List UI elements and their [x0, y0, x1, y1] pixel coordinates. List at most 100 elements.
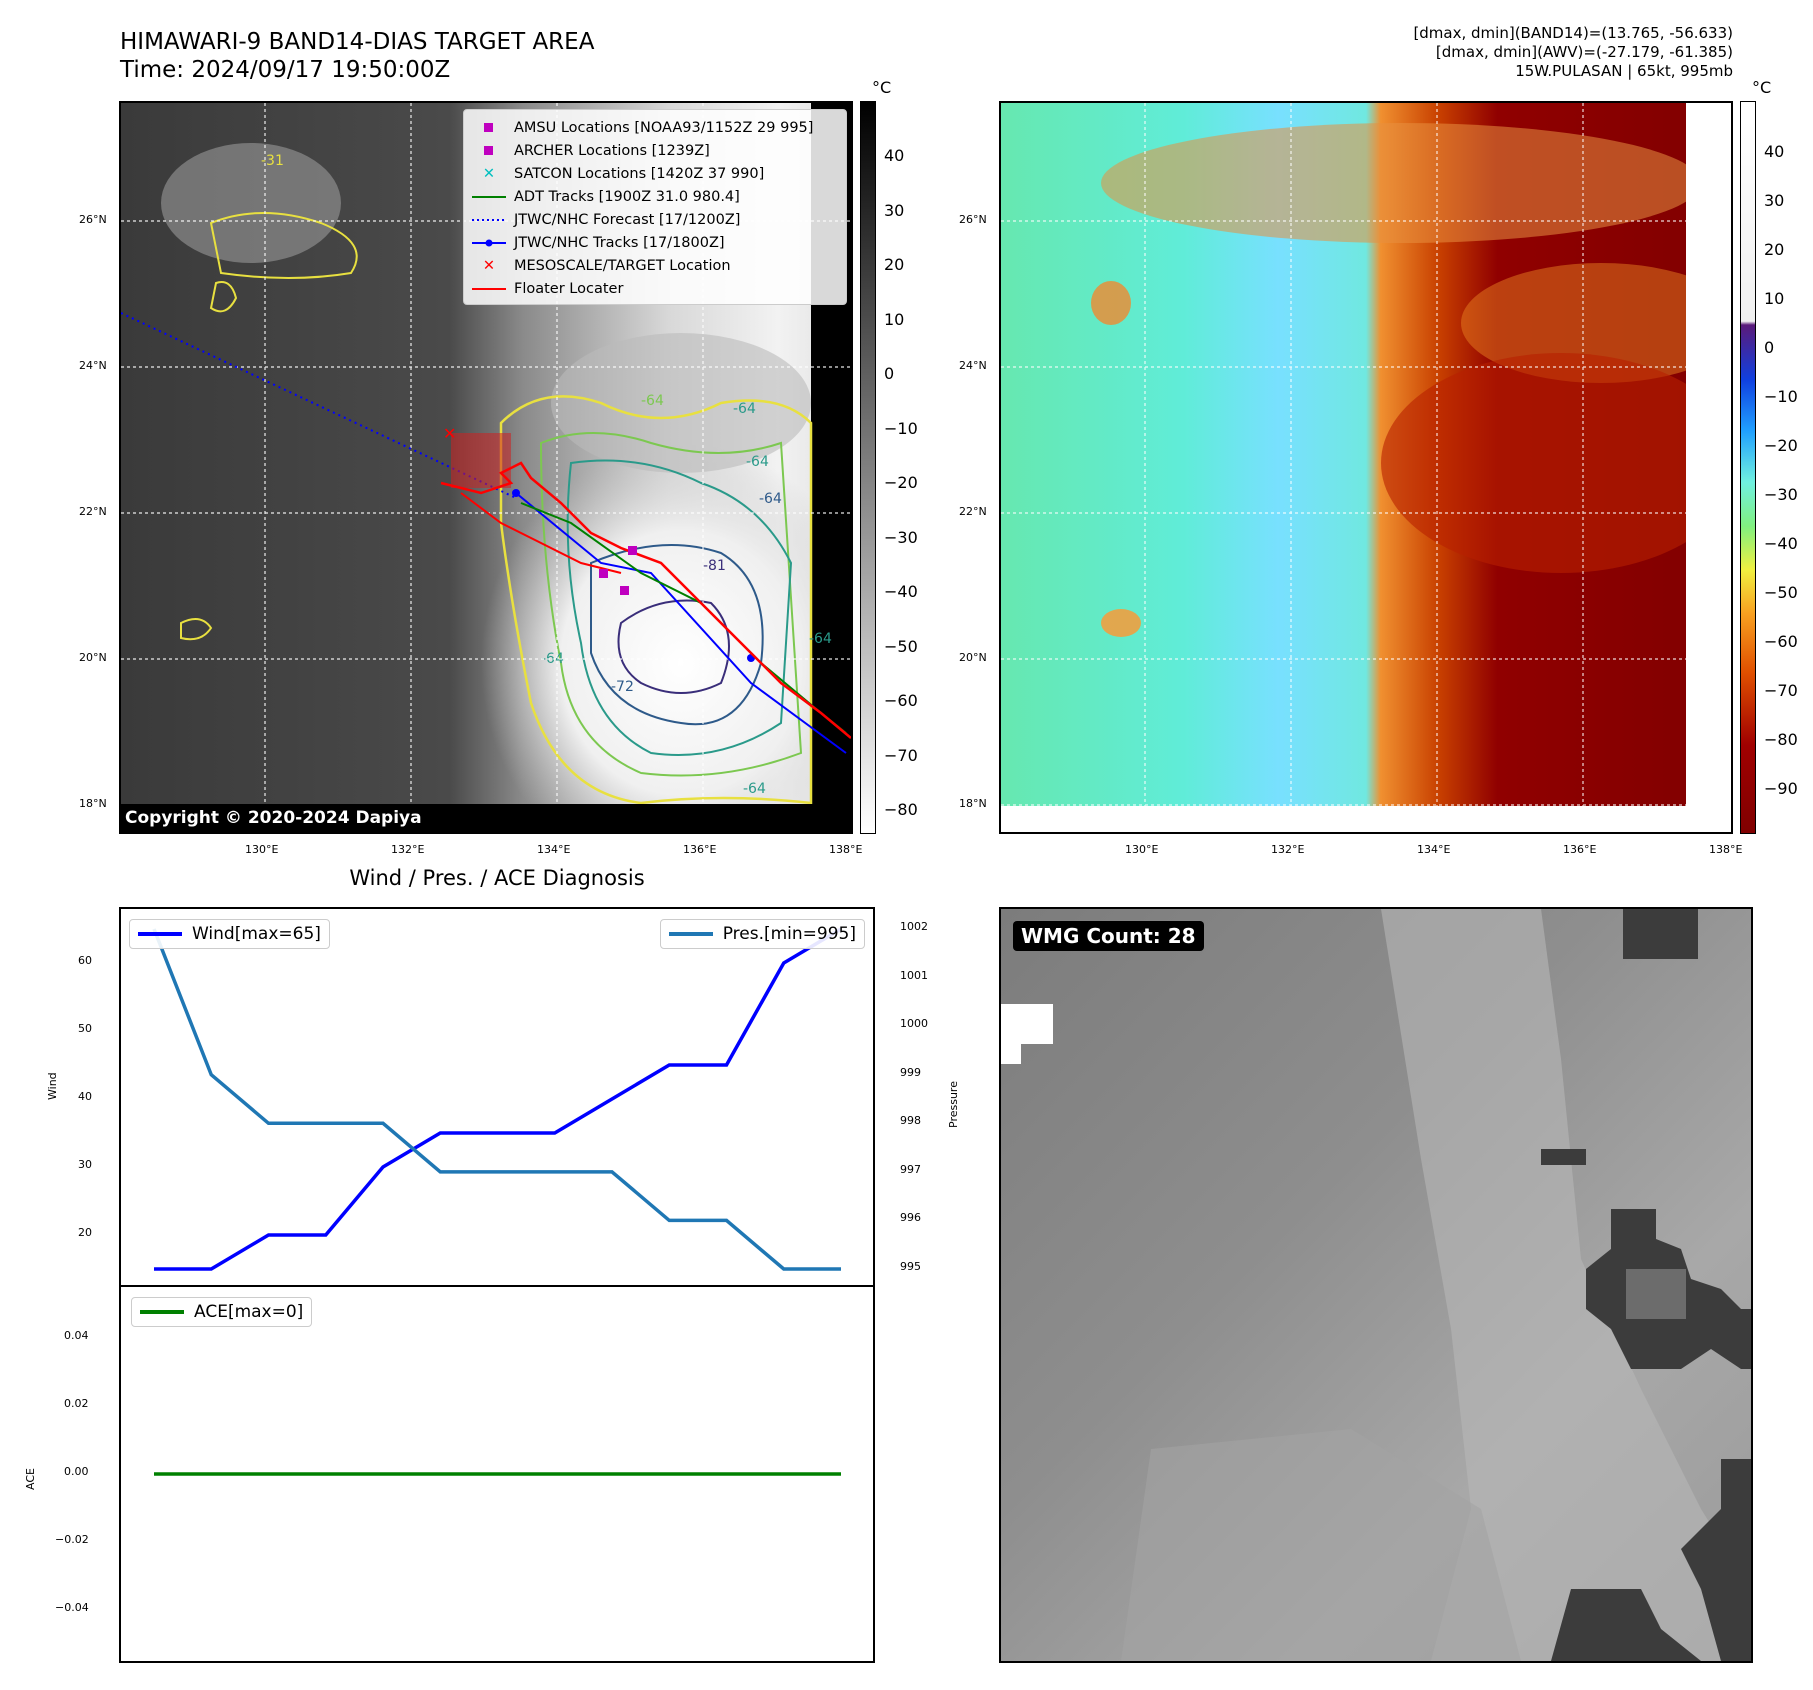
legend-label: SATCON Locations [1420Z 37 990]: [514, 165, 765, 182]
legend-label: Pres.[min=995]: [722, 924, 856, 944]
lat-tick: 26°N: [959, 213, 987, 226]
awv-map-panel: [999, 101, 1733, 834]
line-icon: [140, 1310, 184, 1314]
legend-item-target: ✕ MESOSCALE/TARGET Location: [472, 254, 838, 277]
line-icon: [472, 195, 506, 199]
svg-text:-81: -81: [703, 558, 726, 574]
line-icon: [472, 287, 506, 291]
wind-tick: 30: [78, 1158, 92, 1171]
ace-tick: 0.04: [64, 1329, 89, 1342]
ace-panel: ACE[max=0]: [119, 1285, 875, 1663]
wind-tick: 20: [78, 1226, 92, 1239]
legend-label: AMSU Locations [NOAA93/1152Z 29 995]: [514, 119, 814, 136]
awv-map-image: [1001, 103, 1731, 832]
lon-tick: 136°E: [1563, 843, 1597, 856]
colorbar-2-tick: −50: [1764, 583, 1798, 602]
colorbar-1-tick: −20: [884, 473, 918, 492]
colorbar-2: [1740, 101, 1756, 834]
wmg-panel: WMG Count: 28: [999, 907, 1753, 1663]
line-icon: [668, 932, 713, 936]
square-icon: [472, 122, 506, 133]
lon-tick: 138°E: [1709, 843, 1743, 856]
svg-text:-64: -64: [743, 781, 766, 797]
legend-label: ADT Tracks [1900Z 31.0 980.4]: [514, 188, 740, 205]
svg-text:-31: -31: [261, 153, 284, 169]
svg-text:-64: -64: [733, 401, 756, 417]
chart-time: Time: 2024/09/17 19:50:00Z: [120, 57, 451, 83]
pressure-tick: 995: [900, 1260, 921, 1273]
colorbar-1-tick: 0: [884, 364, 895, 383]
wmg-count-badge: WMG Count: 28: [1013, 921, 1204, 951]
legend-label: Wind[max=65]: [192, 924, 321, 944]
svg-text:-64: -64: [809, 631, 832, 647]
lon-tick: 130°E: [245, 843, 279, 856]
wind-tick: 60: [78, 954, 92, 967]
info-line-1: [dmax, dmin](BAND14)=(13.765, -56.633): [1413, 24, 1733, 42]
ace-plot: [154, 1472, 841, 1476]
pressure-tick: 1000: [900, 1017, 928, 1031]
ace-tick: −0.02: [55, 1533, 89, 1546]
diagnosis-title: Wind / Pres. / ACE Diagnosis: [349, 866, 645, 890]
legend-item-floater: Floater Locater: [472, 277, 838, 300]
colorbar-1-tick: −40: [884, 582, 918, 601]
lon-tick: 132°E: [391, 843, 425, 856]
lat-tick: 18°N: [959, 797, 987, 810]
lat-tick: 20°N: [79, 651, 107, 664]
ace-tick: −0.04: [55, 1601, 89, 1614]
info-line-3: 15W.PULASAN | 65kt, 995mb: [1515, 62, 1733, 80]
pressure-axis-label: Pressure: [947, 1081, 960, 1128]
colorbar-1-tick: −80: [884, 800, 918, 819]
line-icon: [138, 932, 182, 936]
colorbar-2-tick: 0: [1764, 338, 1775, 357]
svg-text:-64: -64: [746, 454, 769, 470]
lat-tick: 24°N: [959, 359, 987, 372]
legend-item-tracks: JTWC/NHC Tracks [17/1800Z]: [472, 231, 838, 254]
legend-label: ACE[max=0]: [194, 1302, 304, 1322]
lat-tick: 24°N: [79, 359, 107, 372]
wind-pres-panel: Wind[max=65] Pres.[min=995]: [119, 907, 875, 1287]
lon-tick: 138°E: [829, 843, 863, 856]
colorbar-1: [860, 101, 876, 834]
legend-item-adt: ADT Tracks [1900Z 31.0 980.4]: [472, 185, 838, 208]
x-marker-icon: ✕: [482, 165, 496, 182]
lon-tick: 132°E: [1271, 843, 1305, 856]
colorbar-1-tick: −10: [884, 418, 918, 438]
colorbar-2-tick: −30: [1764, 485, 1798, 504]
pressure-tick: 997: [900, 1162, 921, 1176]
legend-item-satcon: ✕ SATCON Locations [1420Z 37 990]: [472, 162, 838, 185]
pressure-tick: 1001: [900, 968, 928, 982]
pressure-series-line: [152, 928, 841, 1271]
colorbar-2-tick: 10: [1764, 289, 1785, 308]
colorbar-2-unit: °C: [1752, 78, 1772, 97]
legend-item-forecast: JTWC/NHC Forecast [17/1200Z]: [472, 208, 838, 231]
legend-label: JTWC/NHC Tracks [17/1800Z]: [514, 234, 725, 251]
ace-legend: ACE[max=0]: [131, 1297, 313, 1327]
dot-line-icon: [472, 239, 506, 247]
wind-tick: 50: [78, 1022, 92, 1035]
wind-axis-label: Wind: [46, 1072, 59, 1100]
ace-tick: 0.00: [64, 1465, 89, 1478]
colorbar-1-tick: −50: [884, 636, 918, 656]
contour-labels: -64 -64 -64 -81 -64 -72 -64 -64 -31 -64: [261, 153, 832, 797]
colorbar-1-tick: 20: [884, 255, 905, 274]
square-icon: [472, 145, 506, 156]
wind-pres-plot: [152, 927, 842, 1271]
lon-tick: 134°E: [1417, 843, 1451, 856]
colorbar-2-tick: −20: [1764, 436, 1798, 455]
colorbar-1-unit: °C: [872, 78, 892, 97]
legend-label: Floater Locater: [514, 280, 624, 297]
wmg-image: [1001, 909, 1751, 1661]
svg-text:-64: -64: [759, 491, 782, 507]
colorbar-1-tick: 40: [884, 146, 905, 165]
dotted-line-icon: [472, 218, 506, 222]
lon-tick: 130°E: [1125, 843, 1159, 856]
colorbar-2-tick: 40: [1764, 142, 1785, 161]
map-legend: AMSU Locations [NOAA93/1152Z 29 995] ARC…: [463, 109, 847, 305]
lon-tick: 134°E: [537, 843, 571, 856]
pressure-tick: 1002: [900, 920, 928, 933]
wind-tick: 40: [78, 1090, 92, 1103]
colorbar-2-tick: −80: [1764, 730, 1798, 749]
ir-map-panel: -64 -64 -64 -81 -64 -72 -64 -64 -31 -64: [119, 101, 853, 834]
lon-tick: 136°E: [683, 843, 717, 856]
colorbar-1-tick: −70: [884, 745, 918, 765]
